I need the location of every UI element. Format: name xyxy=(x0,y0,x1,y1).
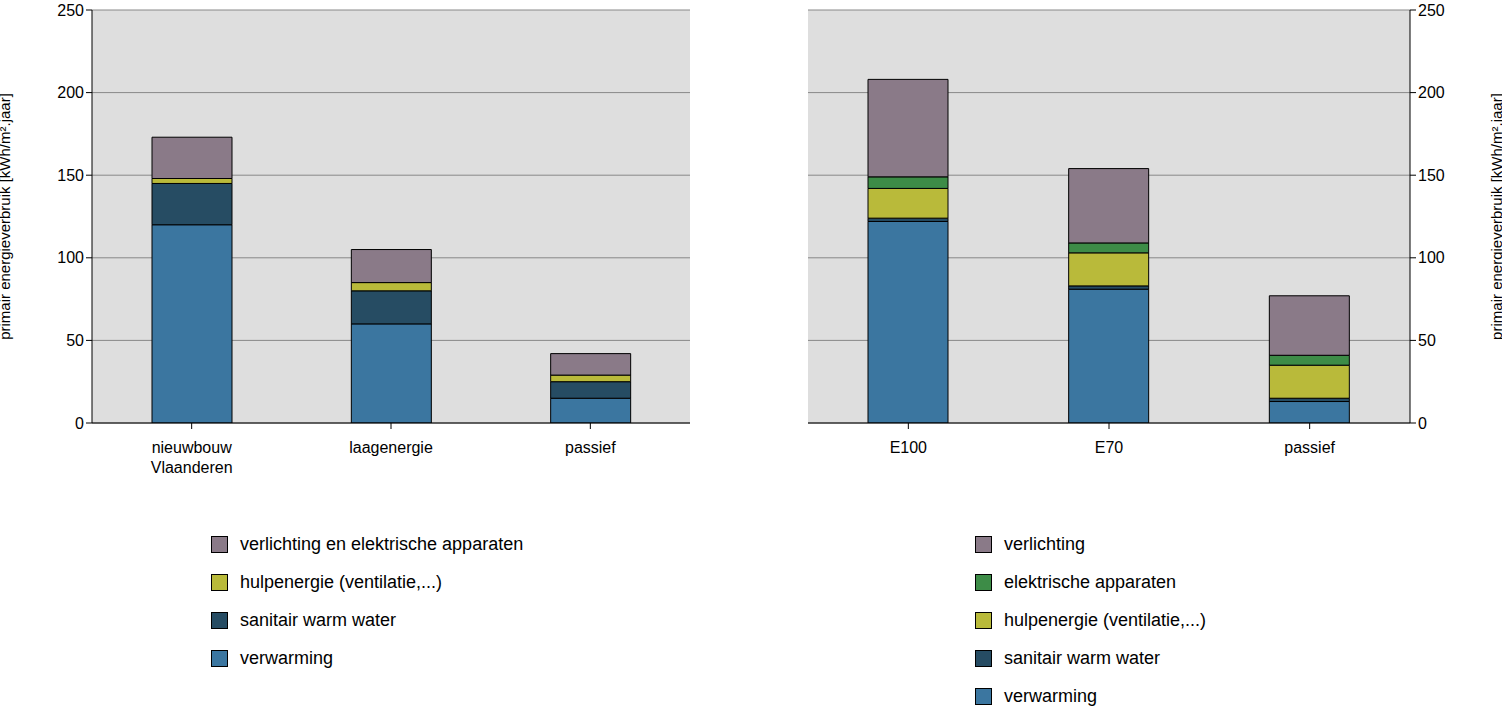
svg-text:E100: E100 xyxy=(890,439,927,456)
svg-text:passief: passief xyxy=(1284,439,1335,456)
svg-text:200: 200 xyxy=(1418,84,1445,101)
svg-text:150: 150 xyxy=(1418,167,1445,184)
svg-text:250: 250 xyxy=(57,2,84,19)
html-text:verwarming: verwarming xyxy=(240,647,333,668)
svg-text:200: 200 xyxy=(57,84,84,101)
svg-text:100: 100 xyxy=(57,249,84,266)
svg-text:nieuwbouw: nieuwbouw xyxy=(152,439,233,456)
svg-text:50: 50 xyxy=(66,332,84,349)
svg-text:0: 0 xyxy=(1418,415,1427,432)
svg-text:passief: passief xyxy=(565,439,616,456)
html-text:verlichting en elektrische app: verlichting en elektrische apparaten xyxy=(240,533,524,554)
svg-text:150: 150 xyxy=(57,167,84,184)
svg-text:primair energieverbruik [kWh/m: primair energieverbruik [kWh/m².jaar] xyxy=(8,93,13,340)
html-text:verwarming: verwarming xyxy=(1004,685,1097,706)
svg-text:Vlaanderen: Vlaanderen xyxy=(151,459,233,476)
html-text:sanitair warm water: sanitair warm water xyxy=(240,609,396,630)
html-text:hulpenergie (ventilatie,...): hulpenergie (ventilatie,...) xyxy=(1004,609,1207,630)
svg-text:0: 0 xyxy=(75,415,84,432)
svg-text:E70: E70 xyxy=(1095,439,1124,456)
svg-text:50: 50 xyxy=(1418,332,1436,349)
html-text:elektrische apparaten: elektrische apparaten xyxy=(1004,571,1177,592)
html-text:verlichting: verlichting xyxy=(1004,533,1085,554)
svg-text:250: 250 xyxy=(1418,2,1445,19)
html-text:sanitair warm water: sanitair warm water xyxy=(1004,647,1160,668)
svg-text:laagenergie: laagenergie xyxy=(349,439,433,456)
svg-text:primair energieverbruik [kWh/m: primair energieverbruik [kWh/m².jaar] xyxy=(1488,93,1494,340)
html-text:hulpenergie (ventilatie,...): hulpenergie (ventilatie,...) xyxy=(240,571,443,592)
svg-text:100: 100 xyxy=(1418,249,1445,266)
